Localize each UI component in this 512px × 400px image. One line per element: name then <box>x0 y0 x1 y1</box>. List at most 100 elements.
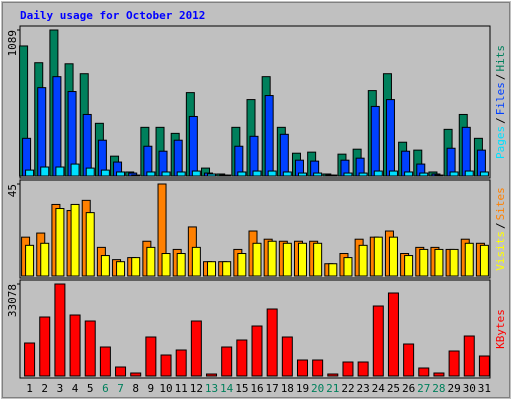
bar <box>84 320 96 377</box>
x-tick-label: 12 <box>190 382 203 395</box>
legend-entry: Files <box>494 82 507 115</box>
bar <box>176 253 186 277</box>
legend-entry: KBytes <box>494 309 507 349</box>
bar <box>388 236 398 277</box>
x-tick-label: 30 <box>463 382 476 395</box>
bar <box>69 314 81 377</box>
bar <box>40 166 50 177</box>
x-tick-label: 6 <box>102 382 109 395</box>
bar <box>449 248 459 277</box>
bar <box>343 257 353 277</box>
bar <box>160 354 172 377</box>
x-tick-label: 2 <box>41 382 48 395</box>
x-tick-label: 21 <box>326 382 339 395</box>
x-tick-label: 19 <box>296 382 309 395</box>
bar <box>342 361 354 377</box>
bar <box>52 76 62 177</box>
bar <box>207 173 217 177</box>
x-tick-label: 7 <box>117 382 124 395</box>
bar <box>434 174 444 177</box>
bar <box>85 167 95 177</box>
bar <box>252 242 262 277</box>
bar <box>403 343 415 377</box>
bar <box>433 372 445 377</box>
bar <box>479 171 489 177</box>
bar <box>54 283 66 377</box>
x-tick-label: 20 <box>311 382 324 395</box>
bar <box>116 171 126 177</box>
bar <box>419 172 429 177</box>
bar <box>70 163 80 177</box>
bar <box>464 242 474 277</box>
bar <box>370 105 380 177</box>
x-tick-label: 10 <box>159 382 172 395</box>
bar <box>327 373 339 377</box>
y-tick-label: 33078 <box>6 284 19 317</box>
bar <box>24 342 36 377</box>
x-tick-label: 27 <box>417 382 430 395</box>
bar <box>237 253 247 277</box>
bar <box>55 208 65 277</box>
bar <box>448 350 460 377</box>
bar <box>313 242 323 277</box>
x-tick-label: 23 <box>357 382 370 395</box>
bar <box>358 172 368 177</box>
x-tick-label: 5 <box>87 382 94 395</box>
x-tick-label: 3 <box>57 382 64 395</box>
bar <box>266 308 278 377</box>
bar <box>461 126 471 177</box>
bar <box>100 169 110 177</box>
bar <box>479 244 489 277</box>
x-tick-label: 29 <box>447 382 460 395</box>
bar <box>297 172 307 177</box>
x-tick-label: 24 <box>372 382 386 395</box>
bar <box>343 172 353 177</box>
bar <box>207 261 217 277</box>
x-tick-label: 17 <box>266 382 279 395</box>
bar <box>373 170 383 177</box>
bar <box>449 171 459 177</box>
bar <box>249 135 259 177</box>
bar <box>418 367 430 377</box>
bar <box>206 373 218 377</box>
bar <box>221 346 233 377</box>
bar <box>176 171 186 177</box>
bar <box>463 335 475 377</box>
legend: Pages/Files/Hits <box>494 45 507 159</box>
bar <box>372 305 384 377</box>
bar <box>267 170 277 177</box>
bar <box>55 166 65 177</box>
bar <box>404 255 414 277</box>
x-tick-label: 16 <box>250 382 263 395</box>
x-tick-label: 8 <box>132 382 139 395</box>
bar <box>328 263 338 277</box>
x-tick-label: 28 <box>432 382 445 395</box>
legend-entry: Pages <box>494 126 507 159</box>
bar <box>115 366 127 377</box>
y-tick-label: 1089 <box>6 30 19 57</box>
bar <box>116 261 126 277</box>
bar <box>191 246 201 277</box>
bar <box>282 242 292 277</box>
bar <box>385 99 395 177</box>
legend: Visits / Sites <box>494 187 507 271</box>
legend-separator: / <box>494 222 507 229</box>
legend-entry: Visits <box>494 231 507 271</box>
x-tick-label: 14 <box>220 382 234 395</box>
x-tick-label: 4 <box>72 382 79 395</box>
bar <box>100 255 110 277</box>
bar <box>146 171 156 177</box>
bar <box>130 372 142 377</box>
bar <box>161 253 171 277</box>
x-tick-label: 22 <box>341 382 354 395</box>
bar <box>39 316 51 377</box>
x-tick-label: 25 <box>387 382 400 395</box>
legend-entry: Sites <box>494 187 507 220</box>
bar <box>222 174 232 177</box>
x-tick-label: 1 <box>26 382 33 395</box>
bar <box>296 359 308 377</box>
bar <box>252 170 262 177</box>
bar <box>191 170 201 177</box>
